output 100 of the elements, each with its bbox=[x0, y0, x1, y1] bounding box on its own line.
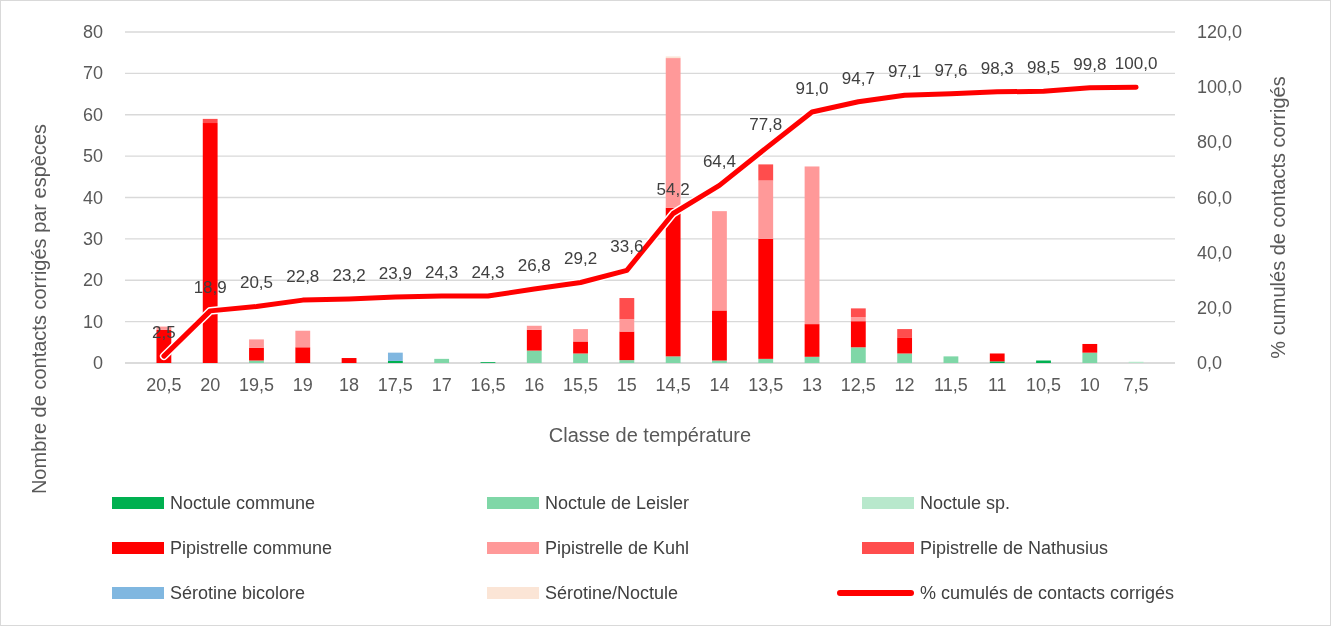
legend-label: Pipistrelle de Kuhl bbox=[545, 538, 690, 558]
data-label: 64,4 bbox=[702, 152, 736, 172]
y2-tick-label: 100,0 bbox=[1197, 77, 1243, 98]
data-label: 77,8 bbox=[749, 115, 783, 135]
bar bbox=[712, 310, 727, 361]
y2-tick-label: 0,0 bbox=[1197, 353, 1223, 373]
bar bbox=[804, 166, 820, 325]
data-label: 24,3 bbox=[425, 262, 459, 282]
x-tick-label: 13,5 bbox=[748, 375, 784, 395]
y-tick-label: 20 bbox=[82, 270, 103, 291]
bar bbox=[804, 356, 820, 363]
bar bbox=[758, 238, 774, 359]
x-tick-label: 15,5 bbox=[563, 375, 599, 395]
y2-tick-label: 20,0 bbox=[1197, 297, 1233, 318]
data-label: 97,6 bbox=[934, 60, 968, 80]
legend-label: Noctule commune bbox=[170, 493, 316, 513]
legend-label: % cumulés de contacts corrigés bbox=[920, 583, 1175, 603]
bar bbox=[619, 360, 635, 363]
data-label: 33,6 bbox=[610, 237, 644, 257]
x-tick-label: 16,5 bbox=[470, 375, 506, 395]
bar bbox=[341, 358, 357, 363]
x-tick-label: 14,5 bbox=[655, 375, 691, 395]
data-label: 98,5 bbox=[1026, 58, 1061, 78]
y2-tick-label: 120,0 bbox=[1197, 22, 1243, 42]
legend-label: Noctule de Leisler bbox=[545, 493, 690, 513]
bar bbox=[897, 329, 913, 338]
x-tick-label: 12,5 bbox=[840, 375, 876, 395]
x-tick-label: 7,5 bbox=[1123, 375, 1149, 395]
bar bbox=[1082, 352, 1098, 363]
bar bbox=[249, 339, 264, 348]
data-label: 22,8 bbox=[286, 267, 320, 287]
bar bbox=[526, 350, 542, 363]
bar bbox=[665, 356, 681, 363]
legend-label: Pipistrelle de Nathusius bbox=[920, 538, 1109, 558]
bar bbox=[295, 347, 311, 363]
bar bbox=[387, 352, 403, 361]
data-label: 98,3 bbox=[980, 58, 1014, 78]
x-tick-label: 14 bbox=[709, 375, 730, 395]
y-tick-label: 50 bbox=[82, 146, 103, 167]
bar bbox=[712, 211, 727, 311]
x-axis-title: Classe de température bbox=[548, 424, 752, 446]
x-tick-label: 16 bbox=[524, 375, 545, 395]
data-label: 54,2 bbox=[656, 180, 690, 200]
x-tick-label: 19,5 bbox=[238, 375, 274, 395]
bar bbox=[619, 319, 635, 332]
data-label: 99,8 bbox=[1073, 54, 1107, 74]
x-tick-label: 17 bbox=[431, 375, 452, 395]
bar bbox=[295, 330, 311, 348]
bar bbox=[850, 321, 866, 348]
legend-label: Sérotine bicolore bbox=[170, 583, 306, 603]
bar bbox=[249, 347, 264, 361]
y2-tick-label: 80,0 bbox=[1197, 132, 1233, 153]
x-tick-label: 11,5 bbox=[934, 375, 968, 395]
bar bbox=[850, 317, 866, 322]
y-tick-label: 30 bbox=[82, 228, 103, 249]
data-label: 26,8 bbox=[517, 256, 551, 276]
y-tick-label: 40 bbox=[82, 187, 103, 208]
x-tick-label: 10,5 bbox=[1026, 375, 1062, 395]
x-tick-label: 19 bbox=[292, 375, 313, 395]
bar bbox=[758, 164, 774, 181]
x-tick-label: 11 bbox=[987, 375, 1007, 395]
y-tick-label: 70 bbox=[82, 63, 103, 84]
data-label: 94,7 bbox=[841, 68, 875, 88]
bar bbox=[619, 331, 635, 361]
x-tick-label: 20 bbox=[200, 375, 221, 395]
data-label: 23,2 bbox=[332, 266, 366, 286]
y-tick-label: 60 bbox=[82, 104, 103, 125]
bar bbox=[1082, 343, 1098, 353]
bar bbox=[989, 353, 1005, 362]
bar bbox=[573, 353, 588, 363]
x-tick-label: 12 bbox=[894, 375, 915, 395]
bar bbox=[758, 358, 774, 363]
x-tick-label: 13 bbox=[802, 375, 823, 395]
bar bbox=[758, 180, 774, 239]
data-label: 24,3 bbox=[471, 262, 505, 282]
data-label: 97,1 bbox=[888, 62, 922, 82]
y-tick-label: 10 bbox=[82, 311, 103, 332]
bar bbox=[897, 337, 913, 354]
legend-label: Sérotine/Noctule bbox=[545, 583, 679, 603]
bar bbox=[804, 324, 820, 357]
x-tick-label: 20,5 bbox=[146, 375, 182, 395]
y2-axis-title: % cumulés de contacts corrigés bbox=[1267, 76, 1289, 359]
legend-label: Noctule sp. bbox=[920, 493, 1011, 513]
y-tick-label: 80 bbox=[82, 22, 103, 42]
data-label: 23,9 bbox=[378, 264, 412, 284]
x-tick-label: 18 bbox=[339, 375, 360, 395]
bar bbox=[573, 341, 588, 354]
y2-tick-label: 40,0 bbox=[1197, 242, 1233, 263]
y2-tick-label: 60,0 bbox=[1197, 187, 1233, 208]
bar bbox=[619, 298, 635, 320]
bar bbox=[850, 347, 866, 363]
data-label: 100,0 bbox=[1114, 54, 1158, 74]
bar bbox=[387, 360, 403, 363]
bar bbox=[943, 356, 959, 363]
data-label: 29,2 bbox=[564, 249, 598, 269]
bar bbox=[897, 353, 913, 363]
bar bbox=[850, 308, 866, 318]
y-tick-label: 0 bbox=[92, 353, 103, 373]
x-tick-label: 17,5 bbox=[377, 375, 413, 395]
data-label: 91,0 bbox=[795, 78, 829, 98]
